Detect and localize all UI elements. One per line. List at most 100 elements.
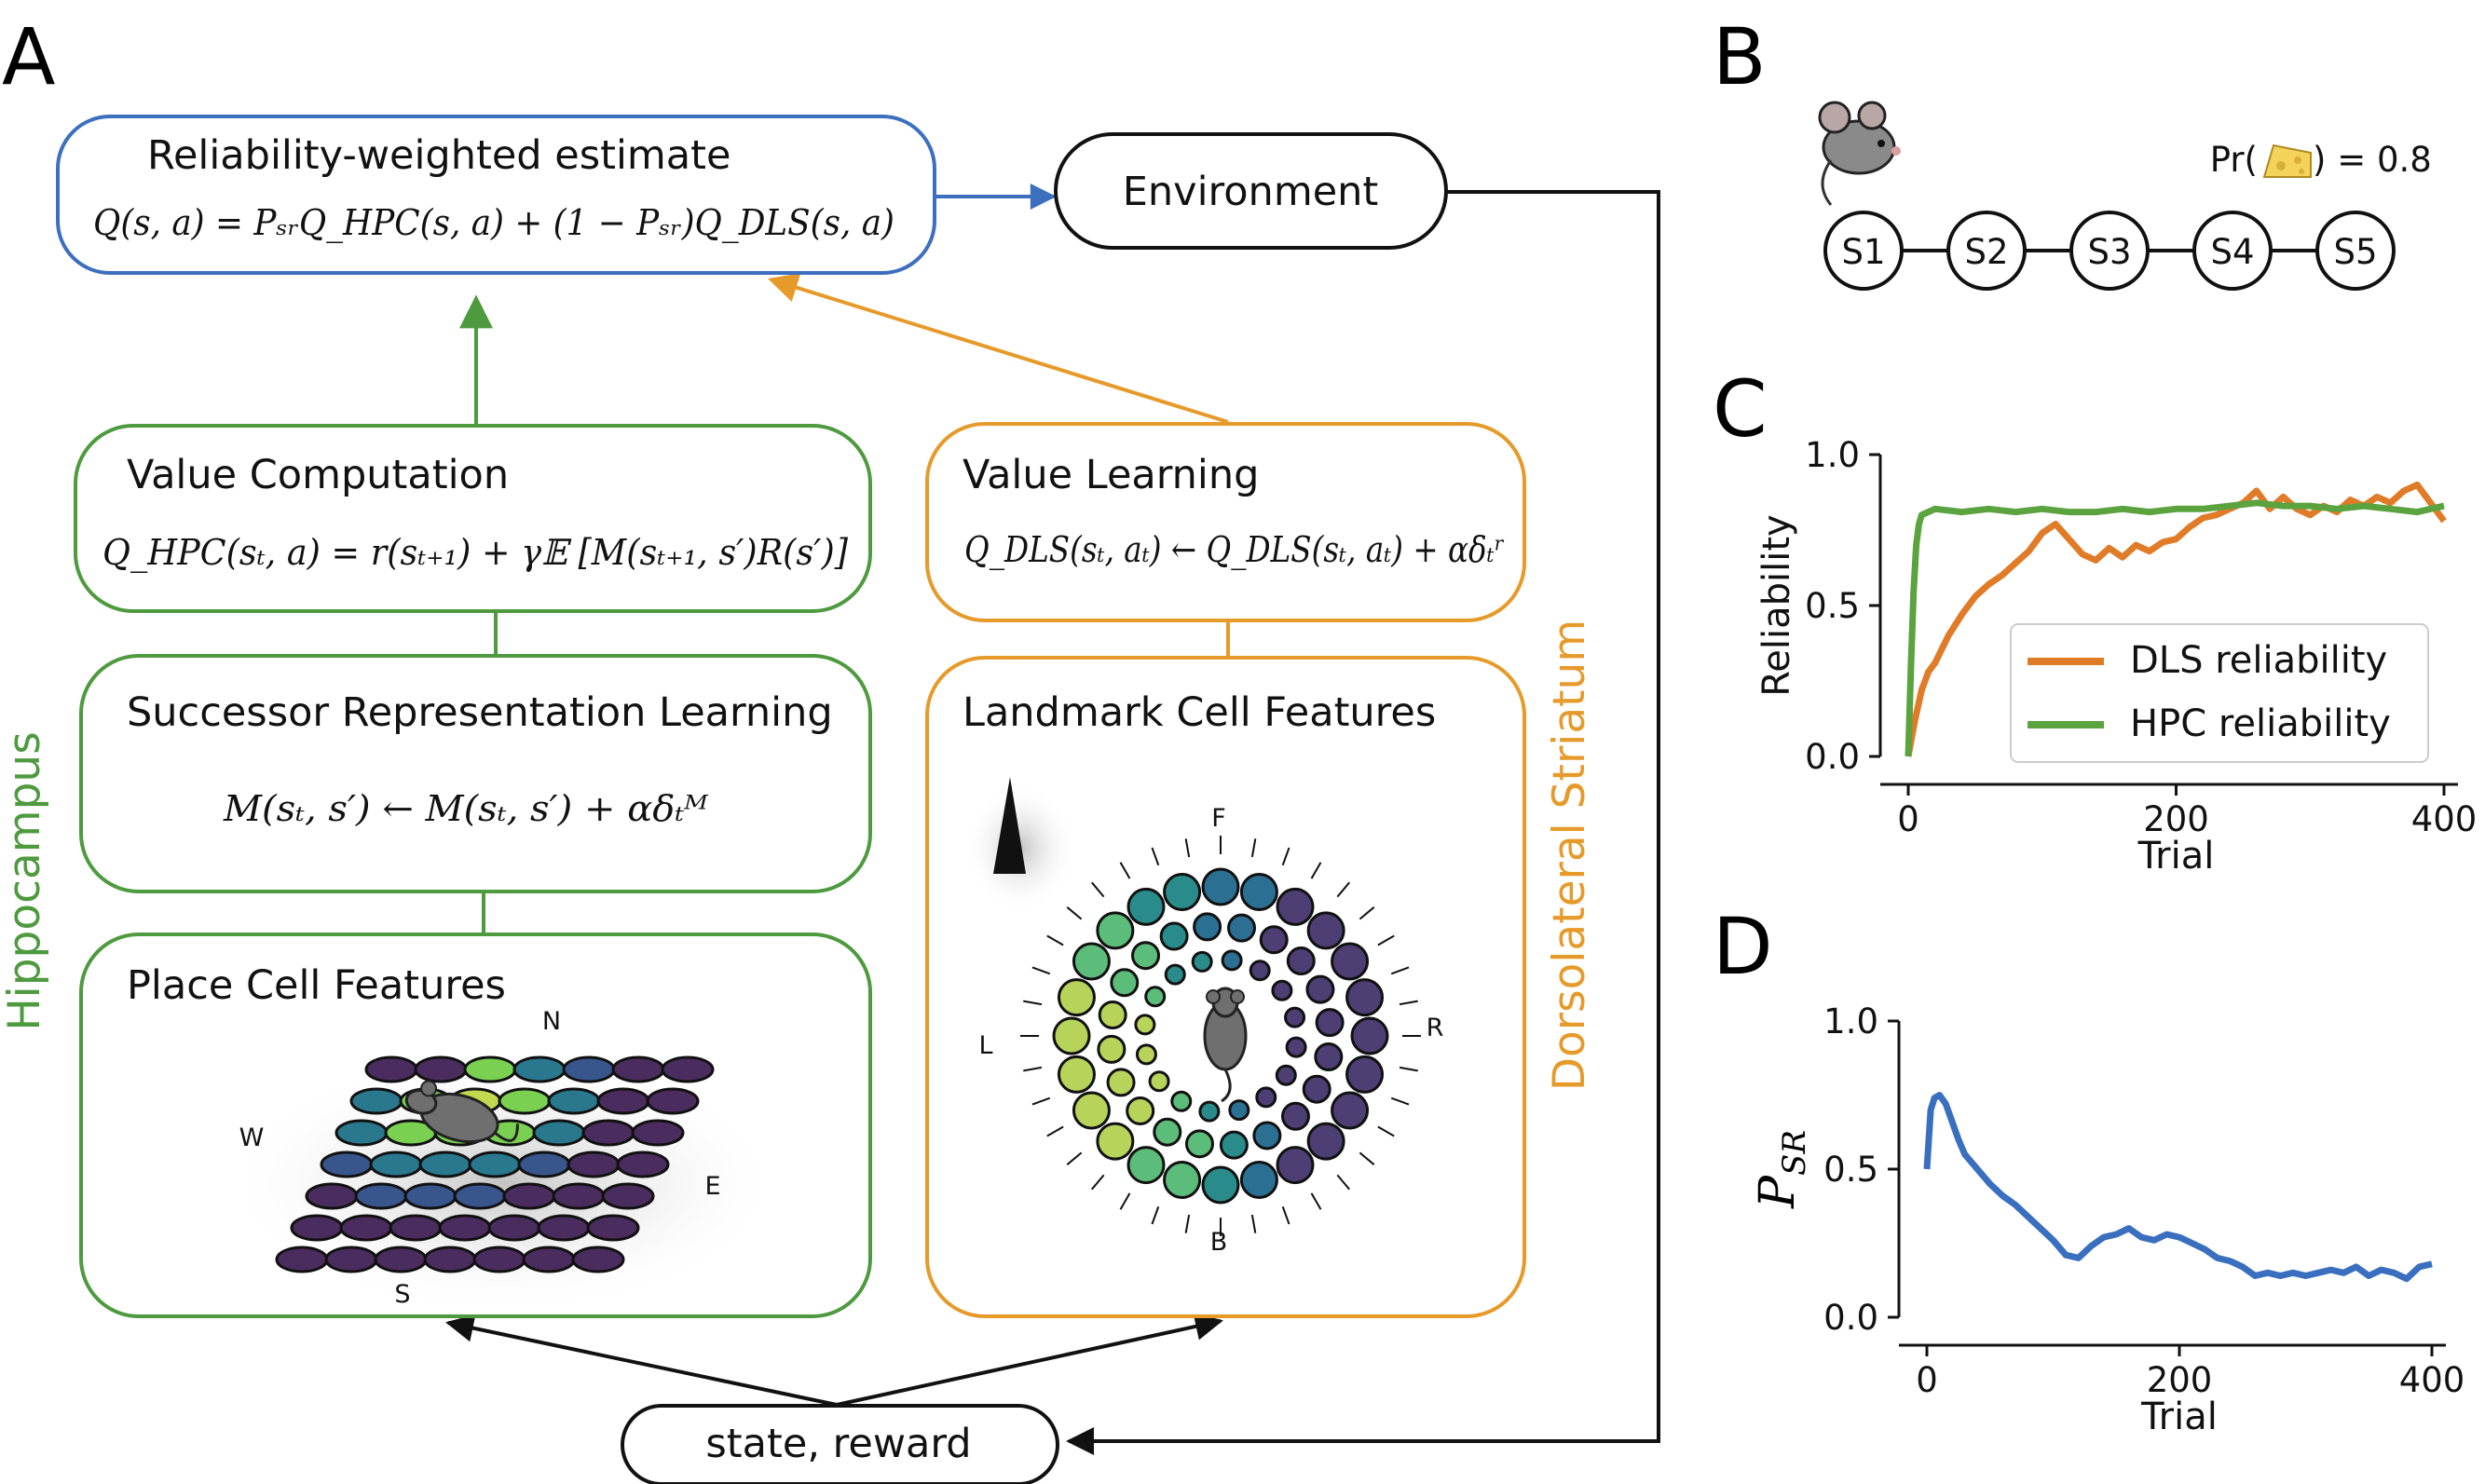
landmark-cell (1198, 1100, 1221, 1123)
landmark-cell (1345, 1055, 1385, 1094)
landmark-tick (1031, 1096, 1051, 1106)
landmark-cell (1275, 1064, 1297, 1086)
place-cell-grid (275, 1055, 715, 1273)
landmark-cell (1164, 963, 1186, 986)
landmark-tick (1091, 1174, 1105, 1191)
compass-east: E (704, 1172, 720, 1201)
place-cell (418, 1150, 472, 1178)
x-axis-label: Trial (2140, 1396, 2218, 1438)
landmark-cell (1331, 942, 1370, 981)
landmark-cell (1135, 1043, 1157, 1066)
striatum-label: Dorsolateral Striatum (1544, 619, 1595, 1091)
reliability-chart: 0.0 0.5 1.0 0 200 400 Trial Reliability DLS reli… (1755, 435, 2477, 878)
place-cell (275, 1246, 329, 1273)
landmark-tick (1151, 847, 1160, 866)
reliability-box: Reliability-weighted estimate Q(s, a) = … (56, 115, 936, 275)
landmark-tick (1119, 862, 1131, 879)
arrow-state-to-landmark (836, 1313, 1223, 1407)
place-cell (320, 1150, 374, 1178)
x-tick-label: 200 (2143, 799, 2209, 839)
place-grid-shadow (224, 1053, 783, 1314)
place-cell (374, 1246, 428, 1273)
landmark-cell (1201, 867, 1240, 906)
place-cell (354, 1182, 408, 1210)
x-tick-label: 200 (2147, 1360, 2213, 1400)
landmark-cell (1350, 1016, 1389, 1055)
compass-front: F (1211, 804, 1226, 833)
place-cell (463, 1055, 517, 1083)
landmark-tick (1184, 838, 1191, 858)
landmark-cell (1163, 872, 1202, 911)
landmark-cell (1286, 946, 1316, 976)
hippocampus-label: Hippocampus (0, 731, 50, 1030)
landmark-tick (1281, 847, 1290, 866)
place-cell (631, 1119, 685, 1147)
place-cell (537, 1214, 591, 1242)
landmark-cell (1184, 1129, 1214, 1159)
psr-chart: 0.0 0.5 1.0 0 200 400 Trial PSR (1750, 1001, 2465, 1438)
y-tick-label: 1.0 (1823, 1001, 1878, 1042)
place-cell (512, 1055, 567, 1083)
landmark-tick (1023, 1000, 1043, 1006)
landmark-cell (1097, 1034, 1126, 1064)
x-tick-label: 0 (1897, 799, 1919, 839)
landmark-cell (1131, 941, 1161, 971)
place-cell (581, 1119, 635, 1147)
place-cell (596, 1087, 650, 1115)
series-line (1923, 1092, 2433, 1283)
legend-label: HPC reliability (2130, 702, 2391, 745)
landmark-cell (1191, 950, 1213, 973)
x-tick-label: 0 (1916, 1360, 1938, 1400)
sr-learning-title: Successor Representation Learning (127, 689, 833, 736)
compass-north: N (542, 1007, 561, 1036)
landmark-cell (1148, 1070, 1170, 1093)
landmark-tick (1359, 1151, 1375, 1165)
landmark-cell (1072, 1091, 1111, 1130)
landmark-cell (1126, 1146, 1166, 1185)
place-cell-box: Place Cell Features N S W E (79, 933, 872, 1318)
place-cell (335, 1119, 389, 1147)
value-computation-box: Value Computation Q_HPC(sₜ, a) = r(sₜ₊₁)… (74, 424, 872, 613)
landmark-cell (1219, 1130, 1249, 1160)
task-mouse-icon (1818, 101, 1901, 206)
landmark-cell (1153, 1117, 1182, 1147)
place-cell (517, 1150, 571, 1178)
landmark-tick (1250, 1214, 1257, 1233)
landmark-tick (1336, 881, 1350, 898)
state-label: S5 (2333, 232, 2377, 272)
x-tick-label: 400 (2399, 1360, 2465, 1400)
landmark-cell (1110, 968, 1140, 998)
place-cell (522, 1246, 576, 1273)
cheese-icon (2262, 143, 2312, 178)
landmark-cell (1052, 1016, 1091, 1055)
series-line (1905, 499, 2445, 757)
place-cell (532, 1119, 586, 1147)
landmark-tick (1390, 966, 1410, 975)
landmark-cell (1193, 912, 1222, 942)
landmark-cell (1285, 1036, 1307, 1058)
landmark-tick (1066, 1151, 1083, 1165)
place-cell (472, 1246, 526, 1273)
compass-south: S (394, 1280, 410, 1309)
landmark-cell (1221, 949, 1243, 972)
place-cell (364, 1055, 418, 1083)
reward-prob-prefix: Pr( (2210, 140, 2258, 180)
landmark-tick (1399, 1066, 1418, 1072)
y-tick-label: 0.0 (1823, 1298, 1878, 1338)
place-cell-title: Place Cell Features (127, 962, 506, 1009)
landmark-tick (1310, 1192, 1322, 1210)
landmark-cell (1314, 1042, 1344, 1072)
landmark-cell (1345, 978, 1385, 1017)
landmark-cell (1098, 1000, 1127, 1029)
landmark-tick (1184, 1214, 1191, 1233)
landmark-cell (1239, 872, 1278, 911)
sr-learning-formula: M(sₜ, s′) ← M(sₜ, s′) + αδₜᴹ (223, 788, 709, 829)
landmark-cell (1126, 1096, 1155, 1125)
place-cell (661, 1055, 715, 1083)
place-cell (547, 1087, 601, 1115)
y-axis-label: PSR (1750, 1130, 1813, 1209)
landmark-cell (1276, 1146, 1315, 1185)
landmark-cell (1255, 1086, 1277, 1109)
y-tick-label: 0.5 (1823, 1150, 1878, 1190)
state-label: S1 (1841, 232, 1885, 272)
